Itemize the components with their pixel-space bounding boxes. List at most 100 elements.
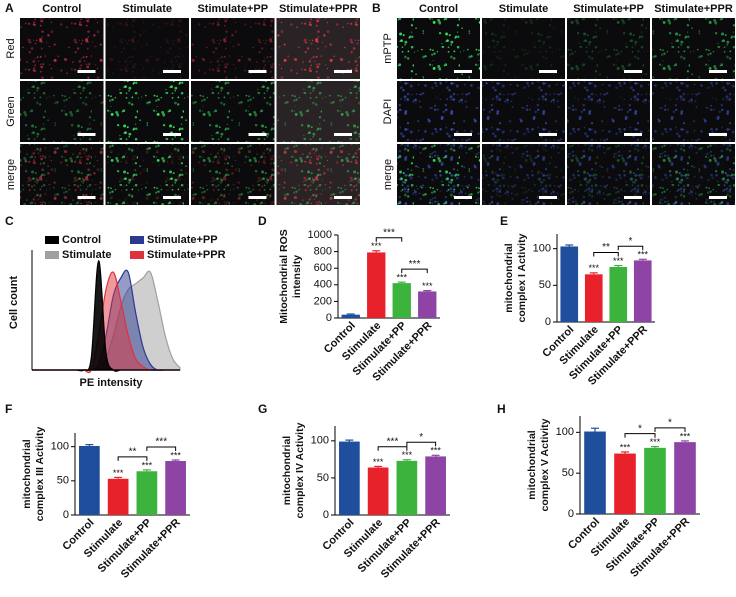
- micrograph-signal: [397, 144, 480, 205]
- scale-bar: [709, 133, 727, 136]
- legend-label: Stimulate+PP: [147, 234, 218, 246]
- y-axis-title: intensity: [291, 255, 303, 298]
- scale-bar: [248, 70, 267, 73]
- micrograph-signal: [397, 81, 480, 142]
- micrograph-signal: [20, 18, 104, 79]
- panel-label: E: [500, 214, 508, 228]
- micrograph-signal: [652, 18, 735, 79]
- legend-label: Stimulate+PPR: [147, 249, 226, 261]
- y-tick-label: 0: [568, 508, 574, 520]
- significance-bracket: [117, 456, 148, 461]
- scale-bar: [454, 70, 472, 73]
- y-tick-label: 50: [562, 467, 574, 479]
- column-header: Control: [419, 3, 458, 15]
- scale-bar: [248, 196, 267, 199]
- significance-stars: ***: [637, 250, 648, 260]
- micrograph-signal: [482, 81, 565, 142]
- column-header: Stimulate+PPR: [654, 3, 733, 15]
- row-label: DAPI: [382, 99, 394, 125]
- bracket-label: ***: [155, 437, 167, 448]
- bar: [425, 456, 446, 515]
- y-tick-label: 50: [57, 475, 69, 487]
- micrograph-signal: [105, 18, 189, 79]
- scale-bar: [624, 196, 642, 199]
- micrograph-signal: [191, 81, 275, 142]
- y-tick-label: 100: [556, 426, 574, 438]
- y-axis-title: mitochondrial: [281, 436, 293, 506]
- legend-swatch: [130, 251, 144, 259]
- y-tick-label: 100: [533, 243, 551, 255]
- y-tick-label: 0: [323, 509, 329, 521]
- scale-bar: [709, 196, 727, 199]
- y-tick-label: 600: [314, 262, 332, 274]
- column-header: Stimulate+PP: [197, 3, 268, 15]
- column-header: Stimulate: [122, 3, 172, 15]
- micrograph-signal: [276, 18, 360, 79]
- micrograph-signal: [397, 18, 480, 79]
- bar: [674, 442, 696, 514]
- micrograph-signal: [482, 144, 565, 205]
- micrograph-signal: [482, 18, 565, 79]
- y-axis-title: complex I Activity: [516, 233, 528, 322]
- legend-swatch: [45, 236, 59, 244]
- scale-bar: [454, 133, 472, 136]
- micrograph-signal: [276, 81, 360, 142]
- panel-label: F: [5, 402, 12, 416]
- scale-bar: [334, 133, 352, 136]
- significance-stars: ***: [113, 468, 124, 478]
- row-label: Green: [5, 96, 17, 127]
- column-header: Stimulate+PPR: [279, 3, 358, 15]
- bar: [584, 274, 603, 322]
- significance-stars: ***: [422, 281, 433, 291]
- y-axis-title: Cell count: [8, 276, 20, 330]
- bracket-label: *: [629, 236, 633, 247]
- micrograph-signal: [105, 81, 189, 142]
- bar: [392, 283, 411, 318]
- y-tick-label: 0: [545, 316, 551, 328]
- bar: [339, 441, 360, 515]
- column-header: Stimulate+PP: [573, 3, 644, 15]
- legend-label: Control: [62, 234, 101, 246]
- scale-bar: [624, 133, 642, 136]
- scale-bar: [163, 133, 181, 136]
- scale-bar: [624, 70, 642, 73]
- significance-stars: ***: [680, 431, 691, 441]
- bar: [107, 478, 129, 515]
- panel-label: B: [372, 1, 381, 15]
- bar: [367, 252, 386, 318]
- x-axis-title: PE intensity: [80, 377, 144, 389]
- y-tick-label: 0: [326, 312, 332, 324]
- bar: [165, 461, 186, 515]
- bar: [633, 260, 652, 322]
- micrograph-signal: [652, 144, 735, 205]
- panel-label: C: [5, 214, 14, 228]
- scale-bar: [709, 70, 727, 73]
- y-axis-title: complex IV Activity: [294, 422, 306, 518]
- y-axis-title: mitochondrial: [21, 439, 33, 509]
- y-axis-title: mitochondrial: [526, 430, 538, 500]
- bracket-label: **: [129, 447, 137, 458]
- bar: [614, 453, 636, 514]
- bar: [644, 447, 666, 514]
- scale-bar: [163, 196, 181, 199]
- y-tick-label: 1000: [308, 229, 332, 241]
- micrograph-signal: [20, 144, 104, 205]
- significance-stars: ***: [613, 256, 624, 266]
- micrograph-signal: [191, 18, 275, 79]
- scale-bar: [77, 196, 96, 199]
- legend-swatch: [130, 236, 144, 244]
- panel-label: A: [5, 1, 14, 15]
- scale-bar: [334, 70, 352, 73]
- micrograph-signal: [652, 81, 735, 142]
- bar: [136, 471, 158, 515]
- bar: [609, 267, 628, 322]
- bracket-label: *: [419, 432, 423, 443]
- micrograph-signal: [567, 81, 650, 142]
- scale-bar: [163, 70, 181, 73]
- bar: [396, 460, 418, 515]
- significance-stars: ***: [402, 450, 413, 460]
- bar: [341, 314, 360, 318]
- significance-stars: ***: [373, 457, 384, 467]
- bar: [367, 467, 389, 515]
- significance-stars: ***: [430, 446, 441, 456]
